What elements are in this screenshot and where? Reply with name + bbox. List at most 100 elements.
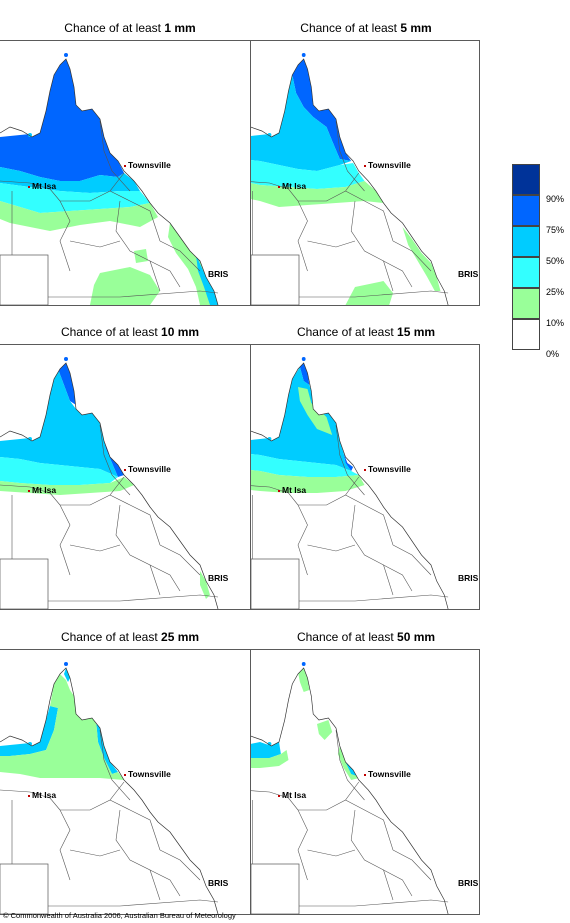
title-prefix: Chance of at least	[64, 21, 165, 35]
sea	[0, 345, 258, 609]
region-border	[0, 180, 61, 202]
town-label-brisbane: BRIS	[208, 878, 228, 888]
region-border	[297, 504, 308, 576]
town-marker	[124, 773, 126, 776]
town-label-mt-isa: Mt Isa	[28, 485, 56, 495]
town-marker	[364, 468, 366, 471]
region-border	[297, 200, 308, 272]
rainfall-zone	[251, 742, 281, 758]
legend-label: 10%	[546, 318, 565, 328]
town-label-brisbane: BRIS	[458, 878, 478, 888]
region-border	[109, 799, 161, 851]
rainfall-map	[0, 40, 259, 306]
region-border	[335, 424, 365, 496]
region-border	[69, 544, 121, 552]
town-marker	[28, 794, 30, 797]
region-border	[392, 240, 432, 272]
region-border	[149, 260, 181, 288]
town-marker	[278, 489, 280, 492]
region-border	[0, 899, 219, 907]
legend-swatch-10	[512, 288, 540, 319]
town-marker	[364, 164, 366, 167]
title-prefix: Chance of at least	[296, 630, 398, 644]
region-border	[345, 799, 394, 851]
map-graphic	[251, 345, 479, 609]
town-name: Townsville	[128, 160, 171, 170]
town-name: Mt Isa	[282, 485, 307, 495]
rainfall-zone	[0, 674, 124, 780]
rainfall-zone	[251, 470, 365, 493]
rainfall-zone	[345, 281, 393, 305]
rainfall-zone	[200, 571, 210, 599]
map-graphic	[251, 41, 479, 305]
rainfall-zone	[0, 59, 124, 181]
coastline	[251, 58, 449, 305]
legend-label: 50%	[546, 256, 565, 266]
town-marker	[124, 468, 126, 471]
region-border	[383, 260, 413, 288]
region-border	[60, 476, 125, 506]
legend-swatch-90	[512, 164, 540, 195]
rainfall-zone	[402, 227, 441, 291]
town-label-brisbane: BRIS	[458, 269, 478, 279]
rainfall-zone	[0, 167, 140, 193]
rainfall-map	[0, 344, 259, 610]
town-name: BRIS	[208, 878, 229, 888]
town-name: Mt Isa	[32, 181, 57, 191]
island	[301, 662, 306, 666]
region-border	[69, 849, 121, 857]
town-name: Townsville	[368, 769, 411, 779]
town-label-townsville: Townsville	[124, 160, 171, 170]
region-border	[307, 849, 356, 857]
town-name: Townsville	[128, 769, 171, 779]
town-name: Mt Isa	[32, 790, 57, 800]
region-border	[298, 781, 360, 811]
rainfall-zone	[0, 369, 118, 477]
island	[64, 53, 68, 57]
town-label-mt-isa: Mt Isa	[278, 790, 306, 800]
rainfall-zone	[0, 477, 134, 495]
town-label-mt-isa: Mt Isa	[278, 485, 306, 495]
town-name: BRIS	[208, 269, 229, 279]
region-border	[149, 869, 181, 897]
title-amount: 10 mm	[161, 325, 200, 339]
town-name: Mt Isa	[32, 485, 57, 495]
title-prefix: Chance of at least	[296, 325, 398, 339]
region-border	[0, 484, 61, 506]
legend-label: 90%	[546, 194, 565, 204]
rainfall-map	[250, 344, 480, 610]
rainfall-zone	[292, 59, 352, 161]
town-marker	[278, 794, 280, 797]
town-marker	[364, 773, 366, 776]
rainfall-zone	[0, 457, 118, 485]
town-label-mt-isa: Mt Isa	[28, 181, 56, 191]
rainfall-zone	[104, 441, 124, 477]
region-border	[69, 240, 121, 248]
town-label-mt-isa: Mt Isa	[278, 181, 306, 191]
region-border	[59, 200, 71, 272]
title-prefix: Chance of at least	[60, 630, 162, 644]
region-border	[335, 120, 365, 192]
town-name: Townsville	[368, 160, 411, 170]
panel-title: Chance of at least 50 mm	[236, 629, 496, 645]
inset-box	[0, 863, 49, 914]
coastline	[0, 667, 219, 914]
rainfall-zone	[0, 201, 158, 231]
rainfall-map	[250, 40, 480, 306]
island	[301, 357, 306, 361]
region-border	[297, 809, 308, 881]
copyright-notice: © Commonwealth of Australia 2006, Austra…	[3, 911, 236, 920]
map-graphic	[0, 650, 258, 914]
region-border	[0, 594, 219, 602]
town-marker	[124, 164, 126, 167]
legend-label: 0%	[546, 349, 560, 359]
town-name: Mt Isa	[282, 181, 307, 191]
region-border	[59, 504, 71, 576]
region-border	[60, 172, 125, 202]
rainfall-zone	[299, 363, 310, 385]
town-name: BRIS	[458, 878, 479, 888]
town-label-townsville: Townsville	[364, 464, 411, 474]
region-border	[115, 504, 161, 596]
region-border	[392, 544, 432, 576]
title-amount: 25 mm	[161, 630, 200, 644]
